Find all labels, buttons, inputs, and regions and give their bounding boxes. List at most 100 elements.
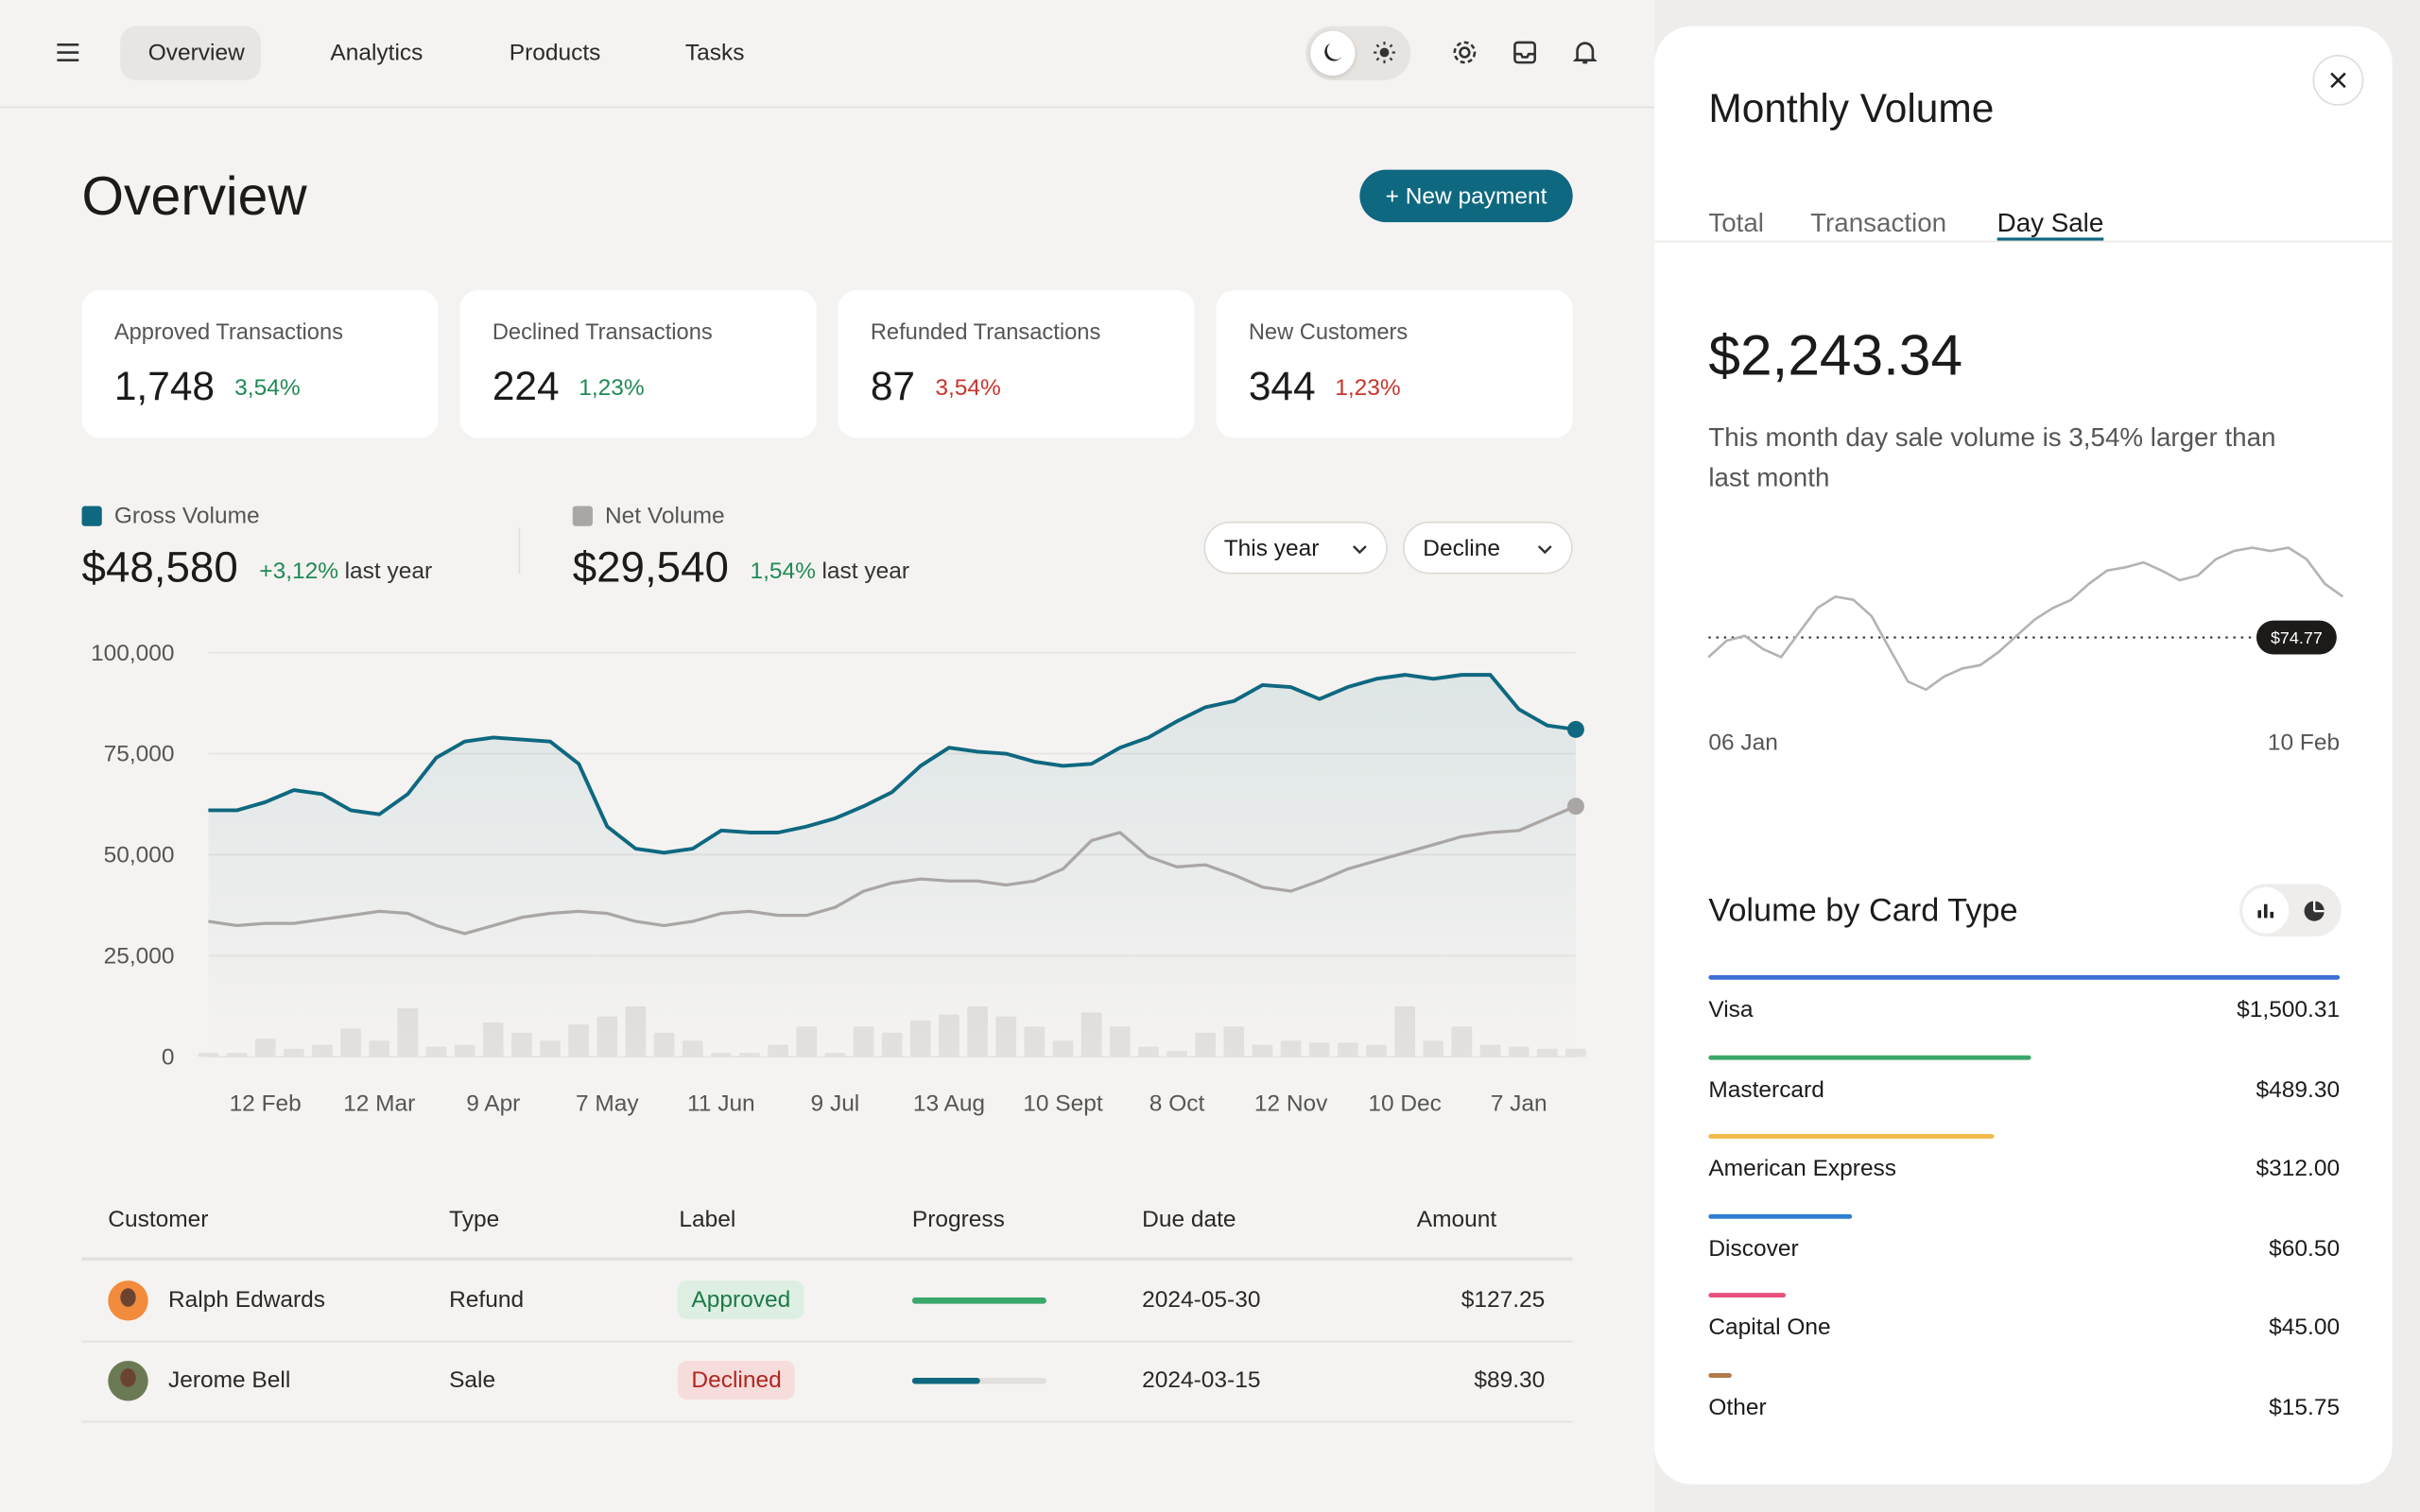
sparkline: $74.77 06 Jan 10 Feb bbox=[1707, 546, 2344, 755]
y-tick-label: 50,000 bbox=[104, 843, 175, 868]
type: Sale bbox=[449, 1366, 496, 1394]
filter-select[interactable]: Decline bbox=[1403, 521, 1573, 575]
top-bar: Overview Analytics Products Tasks bbox=[0, 0, 1655, 109]
theme-toggle[interactable] bbox=[1305, 26, 1411, 80]
card-bar bbox=[1708, 1054, 2031, 1059]
legend-change: +3,12% last year bbox=[253, 558, 432, 585]
legend-change: 1,54% last year bbox=[744, 558, 909, 585]
card-value: $15.75 bbox=[2269, 1394, 2341, 1420]
column-header[interactable]: Label bbox=[679, 1207, 748, 1233]
stat-card: Refunded Transactions 87 3,54% bbox=[838, 289, 1195, 438]
column-label: Progress bbox=[911, 1206, 1005, 1233]
card-row: American Express $312.00 bbox=[1708, 1156, 2340, 1182]
column-label: Label bbox=[679, 1206, 736, 1233]
avatar bbox=[108, 1280, 148, 1321]
x-tick-label: 10 Feb bbox=[2268, 730, 2340, 755]
nav-item[interactable]: Products bbox=[481, 26, 615, 80]
menu-icon[interactable] bbox=[53, 37, 84, 68]
row-divider bbox=[81, 1420, 1573, 1423]
type: Refund bbox=[449, 1286, 525, 1314]
column-header[interactable]: Due date bbox=[1142, 1207, 1248, 1233]
card-bar bbox=[1708, 1213, 1853, 1218]
row-divider bbox=[81, 1340, 1573, 1343]
select-label: This year bbox=[1223, 534, 1320, 561]
column-header[interactable]: Progress bbox=[912, 1207, 1017, 1233]
card-name: Visa bbox=[1708, 996, 1754, 1023]
legend-value: $48,580 bbox=[81, 542, 238, 592]
end-point bbox=[1566, 798, 1584, 816]
chevron bbox=[1352, 545, 1367, 555]
nav-label: Overview bbox=[147, 40, 245, 67]
x-tick-label: 12 Feb bbox=[230, 1091, 302, 1117]
stat-value: 1,748 bbox=[113, 362, 216, 409]
legend-swatch bbox=[572, 506, 593, 526]
settings-icon[interactable] bbox=[1449, 37, 1480, 68]
bell-icon[interactable] bbox=[1569, 37, 1600, 68]
card-row: Other $15.75 bbox=[1708, 1394, 2340, 1420]
x-tick-label: 13 Aug bbox=[913, 1091, 985, 1117]
reference-label: $74.77 bbox=[2271, 628, 2323, 647]
card-name: Discover bbox=[1708, 1234, 1799, 1262]
due-date: 2024-03-15 bbox=[1142, 1366, 1261, 1394]
side-panel: Monthly Volume Total Transaction Day Sale … bbox=[1654, 26, 2393, 1485]
column-header[interactable]: Customer bbox=[108, 1207, 220, 1233]
x-tick-label: 06 Jan bbox=[1708, 730, 1777, 755]
change-suffix: last year bbox=[344, 558, 433, 585]
period-select[interactable]: This year bbox=[1203, 521, 1388, 575]
card-bar bbox=[1708, 1372, 1732, 1378]
card-bar bbox=[1708, 1293, 1786, 1298]
select-label: Decline bbox=[1423, 534, 1500, 561]
tab[interactable]: Total bbox=[1708, 208, 1764, 238]
x-tick-label: 9 Jul bbox=[811, 1091, 860, 1117]
page-title: Overview bbox=[81, 166, 307, 227]
stat-card: Declined Transactions 224 1,23% bbox=[459, 289, 817, 438]
legend-name: Gross Volume bbox=[113, 503, 260, 529]
close-button[interactable] bbox=[2312, 54, 2365, 107]
series-line bbox=[208, 804, 1577, 936]
chevron bbox=[1537, 545, 1552, 555]
card-value: $1,500.31 bbox=[2237, 996, 2341, 1023]
change-text: 1,54% bbox=[750, 558, 816, 585]
y-tick-label: 25,000 bbox=[104, 944, 175, 970]
column-header[interactable]: Type bbox=[449, 1207, 511, 1233]
sun-icon bbox=[1374, 42, 1395, 63]
nav-label: Products bbox=[509, 40, 601, 67]
legend-value: $29,540 bbox=[572, 542, 729, 592]
progress-track bbox=[911, 1377, 1046, 1384]
card-row: Capital One $45.00 bbox=[1708, 1314, 2340, 1341]
change-text: 1,23% bbox=[1335, 374, 1401, 402]
card-title: Volume by Card Type bbox=[1708, 893, 2018, 929]
change-text: 1,23% bbox=[579, 374, 645, 402]
nav-label: Analytics bbox=[330, 40, 424, 67]
nav-item[interactable]: Overview bbox=[120, 26, 261, 80]
stat-label: Approved Transactions bbox=[113, 320, 343, 346]
card-value: $60.50 bbox=[2269, 1234, 2341, 1262]
nav-item[interactable]: Tasks bbox=[658, 26, 760, 80]
inbox-icon[interactable] bbox=[1510, 37, 1541, 68]
column-label: Due date bbox=[1142, 1206, 1236, 1233]
x-tick-label: 11 Jun bbox=[687, 1091, 755, 1117]
row-divider bbox=[81, 1257, 1573, 1261]
stat-change: 1,23% bbox=[574, 375, 644, 402]
pie-view[interactable] bbox=[2303, 900, 2325, 922]
panel-description: This month day sale volume is 3,54% larg… bbox=[1708, 422, 2276, 492]
stat-change: 3,54% bbox=[930, 375, 1000, 402]
nav-item[interactable]: Analytics bbox=[302, 26, 439, 80]
column-header[interactable]: Amount bbox=[1417, 1207, 1509, 1233]
new-payment-button[interactable]: + New payment bbox=[1359, 169, 1573, 223]
tab[interactable]: Transaction bbox=[1810, 208, 1947, 238]
x-tick-label: 7 Jan bbox=[1491, 1091, 1547, 1117]
change-text: 3,54% bbox=[935, 374, 1001, 402]
legend-item: Net Volume bbox=[572, 503, 725, 529]
tab-divider bbox=[1654, 240, 2393, 243]
tab[interactable]: Day Sale bbox=[1996, 208, 2104, 238]
bar-view[interactable] bbox=[2242, 886, 2290, 934]
end-point bbox=[1566, 720, 1584, 738]
stat-label: Refunded Transactions bbox=[870, 320, 1101, 346]
progress-bar bbox=[911, 1297, 1046, 1304]
amount: $127.25 bbox=[1461, 1286, 1546, 1314]
stat-label: Declined Transactions bbox=[492, 320, 713, 346]
stat-change: 3,54% bbox=[230, 375, 300, 402]
column-label: Type bbox=[449, 1206, 500, 1233]
card-row: Discover $60.50 bbox=[1708, 1235, 2340, 1262]
